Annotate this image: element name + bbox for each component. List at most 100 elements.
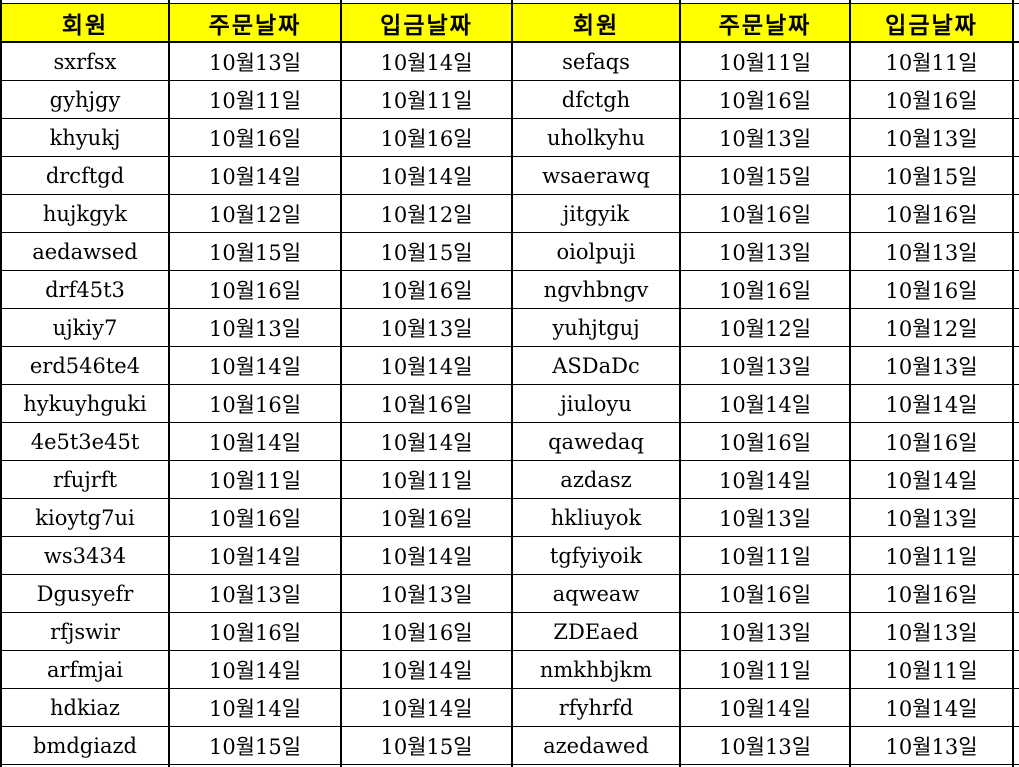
table-row: drcftgd 10월14일 10월14일 wsaerawq 10월15일 10월15일 [0,156,1019,195]
order-date-cell: 10월14일 [168,650,342,689]
member-cell: gyhjgy [0,80,170,119]
partial-cell [1012,688,1019,727]
member-cell: jitgyik [511,194,681,233]
deposit-date-cell: 10월13일 [849,498,1014,537]
column-header-member: 회원 [0,3,170,43]
deposit-date-cell: 10월16일 [340,612,513,651]
table-row: 4e5t3e45t 10월14일 10월14일 qawedaq 10월16일 10월16일 [0,422,1019,461]
deposit-date-cell: 10월16일 [340,498,513,537]
deposit-date-cell: 10월15일 [340,232,513,271]
order-date-cell: 10월14일 [168,156,342,195]
table-row: ujkiy7 10월13일 10월13일 yuhjtguj 10월12일 10월12일 [0,308,1019,347]
deposit-date-cell: 10월11일 [849,650,1014,689]
deposit-date-cell: 10월13일 [340,308,513,347]
member-cell: yuhjtguj [511,308,681,347]
column-header-order-date-2: 주문날짜 [679,3,851,43]
order-date-cell: 10월16일 [679,574,851,613]
order-date-cell: 10월14일 [168,536,342,575]
column-header-deposit-date-2: 입금날짜 [849,3,1014,43]
deposit-date-cell: 10월16일 [849,422,1014,461]
order-date-cell: 10월16일 [168,270,342,309]
order-date-cell: 10월14일 [679,460,851,499]
member-cell: aedawsed [0,232,170,271]
deposit-date-cell: 10월16일 [340,118,513,157]
member-cell: ujkiy7 [0,308,170,347]
partial-cell [1012,270,1019,309]
partial-cell [1012,80,1019,119]
order-date-cell: 10월11일 [168,80,342,119]
order-date-cell: 10월13일 [168,308,342,347]
member-cell: rfujrft [0,460,170,499]
member-cell: ngvhbngv [511,270,681,309]
order-date-cell: 10월14일 [168,688,342,727]
header-row: 회원 주문날짜 입금날짜 회원 주문날짜 입금날짜 [0,3,1019,43]
member-cell: sxrfsx [0,41,170,81]
deposit-date-cell: 10월11일 [849,41,1014,81]
order-date-cell: 10월16일 [679,194,851,233]
member-cell: erd546te4 [0,346,170,385]
order-date-cell: 10월13일 [679,612,851,651]
order-date-cell: 10월15일 [168,726,342,765]
cutoff-row-bottom [0,764,1019,767]
order-date-cell: 10월14일 [679,384,851,423]
order-date-cell: 10월14일 [168,346,342,385]
partial-cell [1012,536,1019,575]
deposit-date-cell: 10월11일 [849,536,1014,575]
member-cell: azdasz [511,460,681,499]
member-cell: aqweaw [511,574,681,613]
table-row: bmdgiazd 10월15일 10월15일 azedawed 10월13일 10월13일 [0,726,1019,765]
deposit-date-cell: 10월14일 [340,346,513,385]
order-date-cell: 10월11일 [679,650,851,689]
partial-cell [1012,650,1019,689]
table-row: drf45t3 10월16일 10월16일 ngvhbngv 10월16일 10월16일 [0,270,1019,309]
order-date-cell: 10월13일 [679,498,851,537]
member-cell: drf45t3 [0,270,170,309]
order-date-cell: 10월16일 [168,498,342,537]
deposit-date-cell: 10월14일 [849,688,1014,727]
table-row: rfujrft 10월11일 10월11일 azdasz 10월14일 10월14일 [0,460,1019,499]
deposit-date-cell: 10월15일 [849,156,1014,195]
deposit-date-cell: 10월12일 [849,308,1014,347]
partial-cell [1012,498,1019,537]
table-row: erd546te4 10월14일 10월14일 ASDaDc 10월13일 10월13일 [0,346,1019,385]
cutoff-row-top [0,0,1019,4]
deposit-date-cell: 10월12일 [340,194,513,233]
member-cell: hujkgyk [0,194,170,233]
partial-cell [1012,232,1019,271]
member-cell: nmkhbjkm [511,650,681,689]
table-row: hujkgyk 10월12일 10월12일 jitgyik 10월16일 10월16일 [0,194,1019,233]
deposit-date-cell: 10월11일 [340,460,513,499]
deposit-date-cell: 10월16일 [849,270,1014,309]
table-row: sxrfsx 10월13일 10월14일 sefaqs 10월11일 10월11일 [0,41,1019,81]
table-row: gyhjgy 10월11일 10월11일 dfctgh 10월16일 10월16일 [0,80,1019,119]
member-cell: drcftgd [0,156,170,195]
member-cell: jiuloyu [511,384,681,423]
member-cell: qawedaq [511,422,681,461]
order-date-cell: 10월13일 [168,41,342,81]
deposit-date-cell: 10월13일 [849,346,1014,385]
partial-cell [849,764,1014,767]
partial-cell [1012,346,1019,385]
member-cell: hkliuyok [511,498,681,537]
partial-cell [1012,3,1019,43]
member-cell: 4e5t3e45t [0,422,170,461]
partial-cell [168,764,342,767]
partial-cell [511,764,681,767]
order-date-cell: 10월16일 [168,612,342,651]
deposit-date-cell: 10월14일 [340,536,513,575]
table-row: kioytg7ui 10월16일 10월16일 hkliuyok 10월13일 10월13… [0,498,1019,537]
deposit-date-cell: 10월13일 [340,574,513,613]
partial-cell [1012,460,1019,499]
partial-cell [1012,41,1019,81]
order-date-cell: 10월11일 [679,536,851,575]
order-date-cell: 10월16일 [679,422,851,461]
order-date-cell: 10월13일 [679,118,851,157]
member-cell: azedawed [511,726,681,765]
deposit-date-cell: 10월13일 [849,612,1014,651]
order-date-cell: 10월13일 [168,574,342,613]
deposit-date-cell: 10월16일 [340,384,513,423]
table-row: ws3434 10월14일 10월14일 tgfyiyoik 10월11일 10월11일 [0,536,1019,575]
deposit-date-cell: 10월14일 [340,688,513,727]
table-row: aedawsed 10월15일 10월15일 oiolpuji 10월13일 10월13일 [0,232,1019,271]
partial-cell [1012,422,1019,461]
